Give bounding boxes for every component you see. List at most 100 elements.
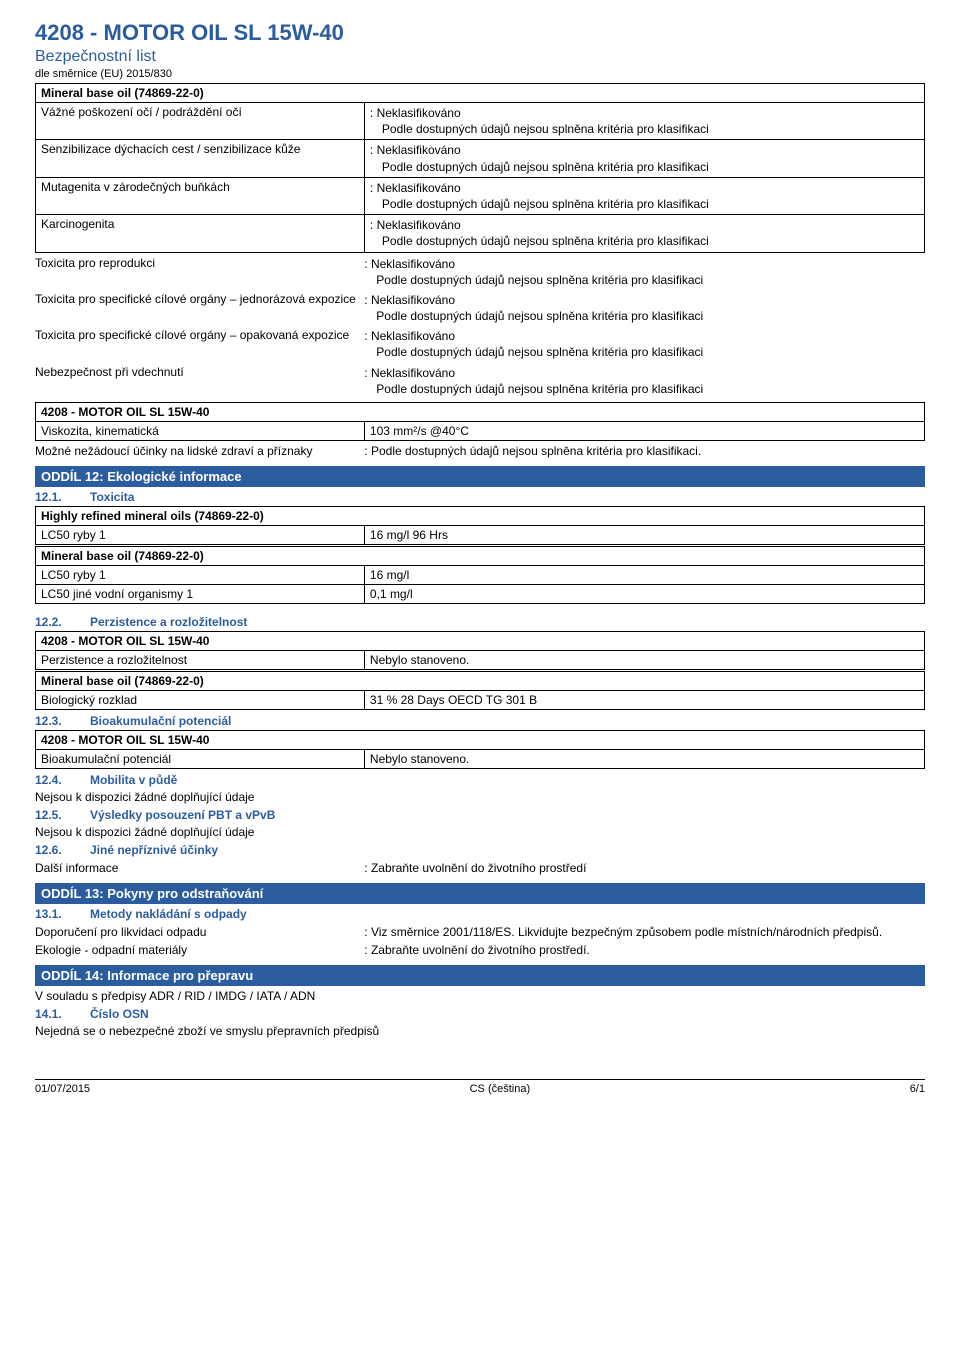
s12-table-4: Mineral base oil (74869-22-0) Biologický… <box>35 671 925 710</box>
table-row-label: LC50 ryby 1 <box>36 526 365 545</box>
tox-criteria: Podle dostupných údajů nejsou splněna kr… <box>364 308 925 324</box>
sub-num: 14.1. <box>35 1007 90 1021</box>
sub-title: Číslo OSN <box>90 1007 149 1021</box>
s13-value-text: Viz směrnice 2001/118/ES. Likvidujte bez… <box>371 925 882 939</box>
tox-row-value: : Neklasifikováno Podle dostupných údajů… <box>364 177 924 214</box>
tox-table-header: Mineral base oil (74869-22-0) <box>36 84 925 103</box>
s13-label: Doporučení pro likvidaci odpadu <box>35 925 364 939</box>
viscosity-table: 4208 - MOTOR OIL SL 15W-40 Viskozita, ki… <box>35 402 925 441</box>
tox-row-label: Senzibilizace dýchacích cest / senzibili… <box>36 140 365 177</box>
tox-nk: Neklasifikováno <box>371 293 455 307</box>
tox-nk: Neklasifikováno <box>377 106 461 120</box>
section-12-6: 12.6.Jiné nepříznivé účinky <box>35 840 925 859</box>
tox-criteria: Podle dostupných údajů nejsou splněna kr… <box>364 344 925 360</box>
sub-num: 12.1. <box>35 490 90 504</box>
table-row-value: 0,1 mg/l <box>364 585 924 604</box>
tox-nk: Neklasifikováno <box>371 257 455 271</box>
tox-out-label: Toxicita pro specifické cílové orgány – … <box>35 292 364 324</box>
tox-out-value: : Neklasifikováno Podle dostupných údajů… <box>364 328 925 360</box>
tox-criteria: Podle dostupných údajů nejsou splněna kr… <box>364 381 925 397</box>
other-value-text: Zabraňte uvolnění do životního prostředí <box>371 861 586 875</box>
tox-out-label: Nebezpečnost při vdechnutí <box>35 365 364 397</box>
table-header: Highly refined mineral oils (74869-22-0) <box>36 507 925 526</box>
section-12-3: 12.3.Bioakumulační potenciál <box>35 711 925 730</box>
colon: : <box>370 143 377 157</box>
table-header: Mineral base oil (74869-22-0) <box>36 547 925 566</box>
footer-lang: CS (čeština) <box>470 1083 531 1095</box>
s13-value: : Zabraňte uvolnění do životního prostře… <box>364 943 925 957</box>
table-row-label: Perzistence a rozložitelnost <box>36 651 365 670</box>
colon: : <box>364 861 371 875</box>
doc-regulation: dle směrnice (EU) 2015/830 <box>35 68 925 80</box>
section-12-1: 12.1.Toxicita <box>35 487 925 506</box>
colon: : <box>364 943 371 957</box>
footer-page: 6/1 <box>910 1083 925 1095</box>
sub-num: 13.1. <box>35 907 90 921</box>
s13-value-text: Zabraňte uvolnění do životního prostředí… <box>371 943 590 957</box>
no-data-line: Nejsou k dispozici žádné doplňující údaj… <box>35 789 925 805</box>
table-row-label: LC50 jiné vodní organismy 1 <box>36 585 365 604</box>
viscosity-label: Viskozita, kinematická <box>36 422 365 441</box>
tox-outside-row: Toxicita pro specifické cílové orgány – … <box>35 326 925 362</box>
other-label: Další informace <box>35 861 364 875</box>
colon: : <box>364 925 371 939</box>
adverse-value: : Podle dostupných údajů nejsou splněna … <box>364 444 925 458</box>
s14-line1: V souladu s předpisy ADR / RID / IMDG / … <box>35 986 925 1004</box>
tox-nk: Neklasifikováno <box>377 218 461 232</box>
tox-out-value: : Neklasifikováno Podle dostupných údajů… <box>364 256 925 288</box>
tox-criteria: Podle dostupných údajů nejsou splněna kr… <box>370 159 919 175</box>
doc-subtitle: Bezpečnostní list <box>35 48 925 66</box>
tox-nk: Neklasifikováno <box>377 181 461 195</box>
s13-value: : Viz směrnice 2001/118/ES. Likvidujte b… <box>364 925 925 939</box>
tox-out-value: : Neklasifikováno Podle dostupných údajů… <box>364 292 925 324</box>
sub-title: Jiné nepříznivé účinky <box>90 843 218 857</box>
colon: : <box>364 366 371 380</box>
section-12-2: 12.2.Perzistence a rozložitelnost <box>35 612 925 631</box>
section-12-4: 12.4.Mobilita v půdě <box>35 770 925 789</box>
colon: : <box>364 444 371 458</box>
s12-table-1: Highly refined mineral oils (74869-22-0)… <box>35 506 925 545</box>
sub-num: 12.3. <box>35 714 90 728</box>
viscosity-value: 103 mm²/s @40°C <box>364 422 924 441</box>
tox-nk: Neklasifikováno <box>377 143 461 157</box>
tox-criteria: Podle dostupných údajů nejsou splněna kr… <box>370 121 919 137</box>
colon: : <box>364 257 371 271</box>
sub-title: Toxicita <box>90 490 134 504</box>
colon: : <box>370 181 377 195</box>
tox-outside-row: Toxicita pro reprodukci : Neklasifikován… <box>35 254 925 290</box>
tox-row-value: : Neklasifikováno Podle dostupných údajů… <box>364 103 924 140</box>
s12-table-3: 4208 - MOTOR OIL SL 15W-40 Perzistence a… <box>35 631 925 670</box>
s12-table-2: Mineral base oil (74869-22-0) LC50 ryby … <box>35 546 925 604</box>
table-row-value: Nebylo stanoveno. <box>364 651 924 670</box>
tox-row-label: Karcinogenita <box>36 215 365 252</box>
table-row-label: Biologický rozklad <box>36 691 365 710</box>
viscosity-header: 4208 - MOTOR OIL SL 15W-40 <box>36 403 925 422</box>
tox-nk: Neklasifikováno <box>371 366 455 380</box>
tox-out-label: Toxicita pro reprodukci <box>35 256 364 288</box>
tox-outside-row: Toxicita pro specifické cílové orgány – … <box>35 290 925 326</box>
colon: : <box>364 329 371 343</box>
table-row-value: Nebylo stanoveno. <box>364 750 924 769</box>
s12-table-5: 4208 - MOTOR OIL SL 15W-40 Bioakumulační… <box>35 730 925 769</box>
no-data-line: Nejsou k dispozici žádné doplňující údaj… <box>35 824 925 840</box>
tox-out-value: : Neklasifikováno Podle dostupných údajů… <box>364 365 925 397</box>
section-13-1: 13.1.Metody nakládání s odpady <box>35 904 925 923</box>
sub-title: Bioakumulační potenciál <box>90 714 231 728</box>
sub-num: 12.6. <box>35 843 90 857</box>
tox-row-label: Vážné poškození očí / podráždění očí <box>36 103 365 140</box>
table-row-value: 16 mg/l <box>364 566 924 585</box>
tox-row-value: : Neklasifikováno Podle dostupných údajů… <box>364 215 924 252</box>
sub-num: 12.4. <box>35 773 90 787</box>
sub-title: Výsledky posouzení PBT a vPvB <box>90 808 275 822</box>
tox-nk: Neklasifikováno <box>371 329 455 343</box>
s13-row-2: Ekologie - odpadní materiály : Zabraňte … <box>35 941 925 959</box>
colon: : <box>370 106 377 120</box>
doc-title: 4208 - MOTOR OIL SL 15W-40 <box>35 20 925 46</box>
tox-outside-row: Nebezpečnost při vdechnutí : Neklasifiko… <box>35 363 925 399</box>
section-12-bar: ODDÍL 12: Ekologické informace <box>35 466 925 487</box>
sub-num: 12.5. <box>35 808 90 822</box>
section-14-bar: ODDÍL 14: Informace pro přepravu <box>35 965 925 986</box>
sub-title: Mobilita v půdě <box>90 773 177 787</box>
table-header: Mineral base oil (74869-22-0) <box>36 672 925 691</box>
other-value: : Zabraňte uvolnění do životního prostře… <box>364 861 925 875</box>
